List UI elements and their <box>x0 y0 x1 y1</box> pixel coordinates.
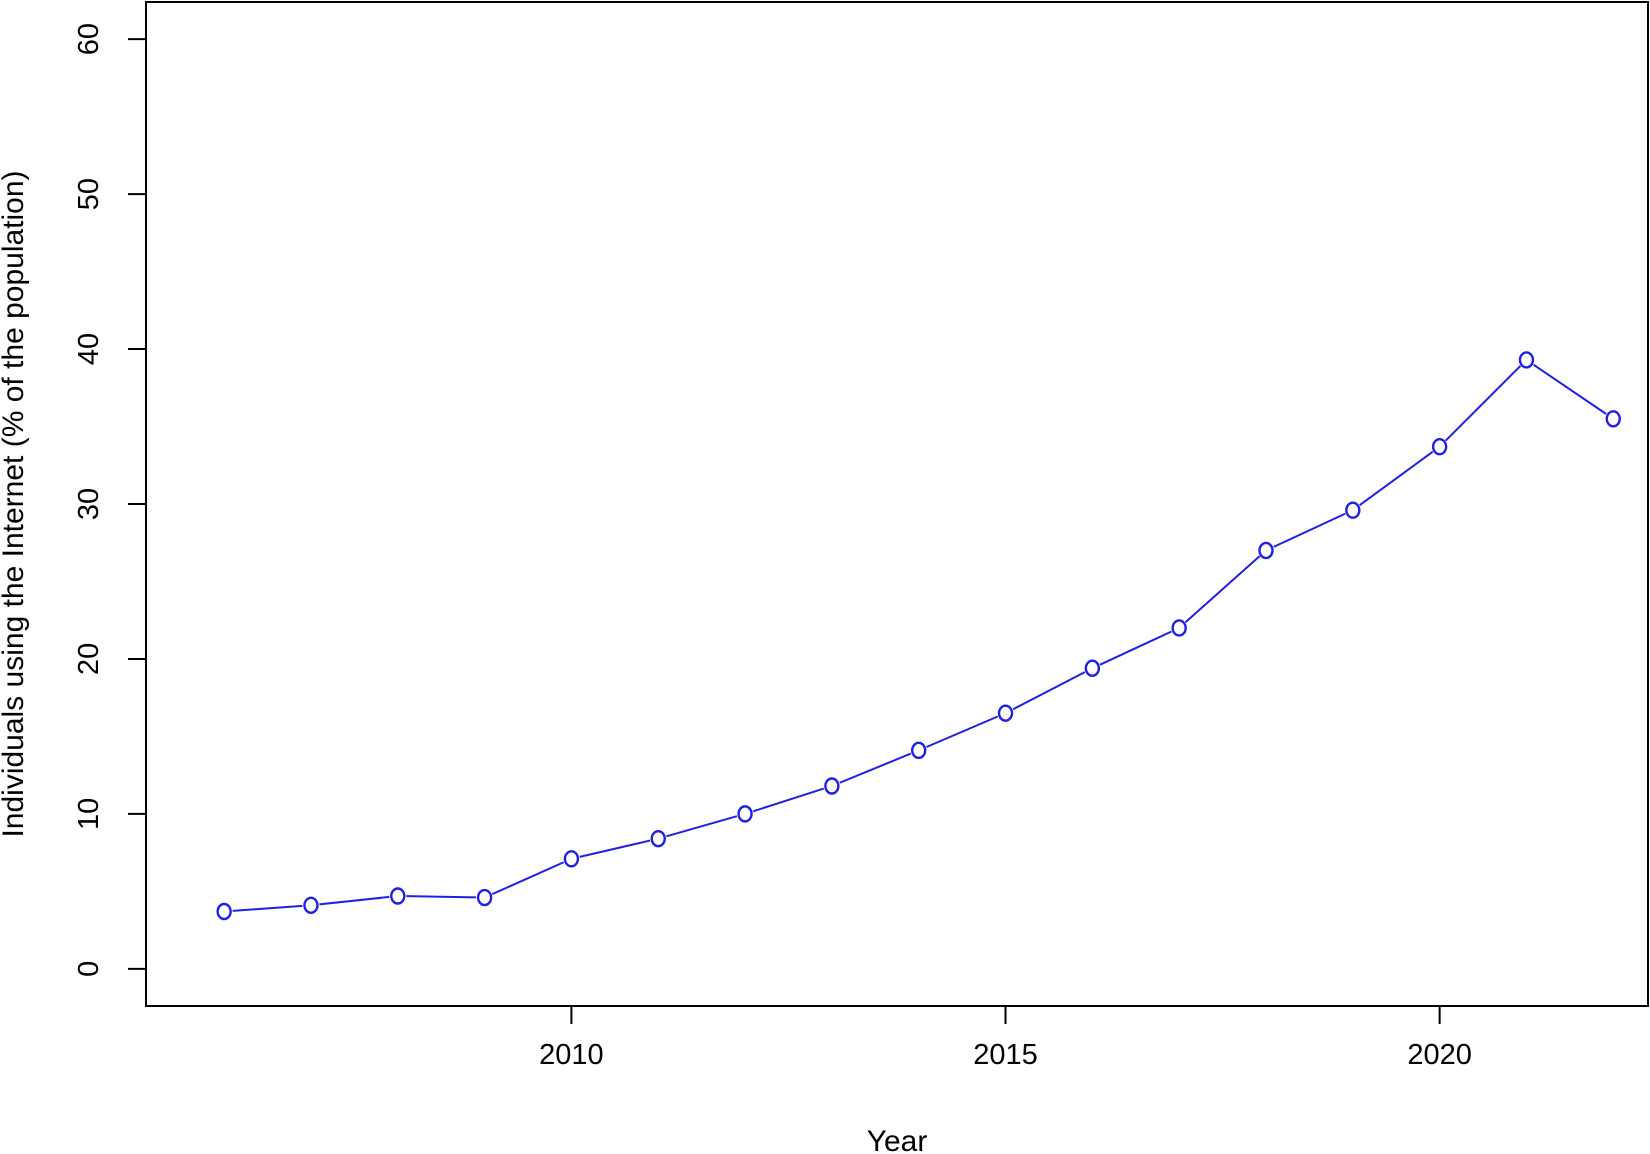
series-line-segment <box>752 787 825 813</box>
series-line-segment <box>1273 512 1346 548</box>
series-line-segment <box>1444 365 1522 442</box>
series-line-segment <box>1099 630 1172 666</box>
x-tick-label: 2020 <box>1407 1039 1472 1071</box>
x-axis: 2010 2015 2020 <box>539 1005 1472 1071</box>
data-point <box>303 896 319 914</box>
x-axis-title: Year <box>867 1125 928 1154</box>
data-point <box>476 888 493 907</box>
y-tick-label: 60 <box>73 23 105 55</box>
y-tick-label: 10 <box>73 798 105 830</box>
x-tick-label: 2015 <box>973 1039 1038 1071</box>
series-line-segment <box>406 895 477 899</box>
series-line-segment <box>579 839 651 858</box>
y-tick-label: 20 <box>73 643 105 675</box>
y-axis: 0 10 20 30 40 50 60 <box>73 23 147 977</box>
series-line-segment <box>1359 450 1434 506</box>
y-axis-title: Individuals using the Internet (% of the… <box>0 170 30 837</box>
data-point <box>1084 659 1101 677</box>
series-line-segment <box>319 895 390 906</box>
series-layer <box>216 351 1621 921</box>
y-tick-label: 40 <box>73 333 105 365</box>
y-tick-label: 0 <box>73 961 105 977</box>
y-tick-label: 50 <box>73 178 105 210</box>
data-point <box>216 902 232 921</box>
series-line-segment <box>232 904 303 912</box>
series-line-segment <box>666 815 738 838</box>
data-point <box>737 805 753 823</box>
data-point <box>390 887 406 905</box>
data-point <box>1605 410 1621 428</box>
data-point <box>1345 501 1361 519</box>
y-tick-label: 30 <box>73 488 105 520</box>
data-point <box>563 850 580 868</box>
series-line-segment <box>1012 671 1086 711</box>
data-point <box>1431 437 1448 456</box>
series-line-segment <box>1184 555 1261 624</box>
data-point <box>911 741 927 760</box>
series-line-segment <box>926 715 999 748</box>
series-line-segment <box>1532 363 1607 415</box>
series-line-segment <box>839 752 912 784</box>
x-tick-label: 2010 <box>539 1039 604 1071</box>
data-point <box>1518 351 1535 369</box>
data-point <box>824 777 840 795</box>
data-point <box>650 829 666 848</box>
series-line-segment <box>491 861 565 895</box>
data-point <box>1171 619 1187 637</box>
data-point <box>997 704 1014 722</box>
data-point <box>1258 541 1274 560</box>
plot-frame <box>145 1 1649 1007</box>
